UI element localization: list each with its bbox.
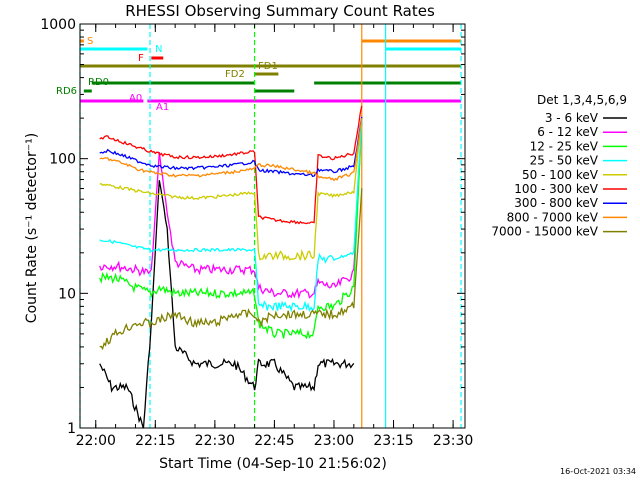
legend-label: 800 - 7000 keV bbox=[507, 210, 599, 224]
legend-label: 50 - 100 keV bbox=[522, 168, 599, 182]
legend-label: 100 - 300 keV bbox=[514, 182, 598, 196]
flag-label: A0 bbox=[129, 93, 142, 104]
flag-label: F bbox=[138, 53, 144, 64]
legend-label: 300 - 800 keV bbox=[514, 196, 598, 210]
x-tick-label: 23:15 bbox=[373, 433, 413, 449]
legend-label: 7000 - 15000 keV bbox=[491, 225, 598, 239]
series-line bbox=[99, 119, 363, 262]
y-tick-label: 1000 bbox=[40, 17, 76, 33]
plot-axes: 22:00 22:15 22:30 22:45 23:00 23:15 23:30 1 10 10… bbox=[40, 17, 473, 449]
plot-frame bbox=[79, 23, 466, 429]
series-line bbox=[99, 188, 363, 351]
legend-label: 3 - 6 keV bbox=[545, 111, 599, 125]
flag-label: A1 bbox=[156, 102, 169, 113]
data-series bbox=[99, 105, 363, 429]
series-line bbox=[99, 116, 363, 178]
flag-label: FD2 bbox=[225, 69, 245, 80]
generated-timestamp: 16-Oct-2021 03:34 bbox=[560, 467, 636, 476]
flag-label: FD1 bbox=[258, 61, 278, 72]
legend-title: Det 1,3,4,5,6,9 bbox=[537, 93, 627, 107]
flag-label: RD6 bbox=[56, 86, 77, 97]
flag-label: S bbox=[87, 36, 93, 47]
x-axis-label: Start Time (04-Sep-10 21:56:02) bbox=[159, 456, 387, 472]
series-line bbox=[99, 118, 363, 182]
legend-label: 25 - 50 keV bbox=[530, 154, 599, 168]
series-line bbox=[99, 118, 363, 300]
y-axis-label: Count Rate (s⁻¹ detector⁻¹) bbox=[24, 133, 40, 323]
y-tick-label: 1 bbox=[67, 421, 76, 437]
flag-label: RD0 bbox=[88, 77, 109, 88]
series-line bbox=[99, 180, 355, 429]
flag-bars: S NF FD1 FD2 RD0 RD6 A0 A1 bbox=[56, 36, 462, 113]
series-line bbox=[99, 119, 363, 313]
flag-label: N bbox=[155, 44, 162, 55]
series-line bbox=[99, 117, 363, 340]
series-line bbox=[99, 105, 363, 225]
x-tick-label: 23:30 bbox=[433, 433, 473, 449]
legend-label: 6 - 12 keV bbox=[537, 125, 599, 139]
x-tick-label: 22:45 bbox=[254, 433, 294, 449]
x-tick-label: 22:30 bbox=[195, 433, 235, 449]
legend-label: 12 - 25 keV bbox=[530, 139, 599, 153]
x-tick-label: 22:15 bbox=[135, 433, 175, 449]
x-tick-label: 22:00 bbox=[76, 433, 116, 449]
y-tick-label: 100 bbox=[49, 152, 76, 168]
vertical-markers bbox=[79, 24, 462, 428]
chart-title: RHESSI Observing Summary Count Rates bbox=[125, 2, 435, 20]
x-tick-label: 23:00 bbox=[314, 433, 354, 449]
y-tick-label: 10 bbox=[58, 286, 76, 302]
